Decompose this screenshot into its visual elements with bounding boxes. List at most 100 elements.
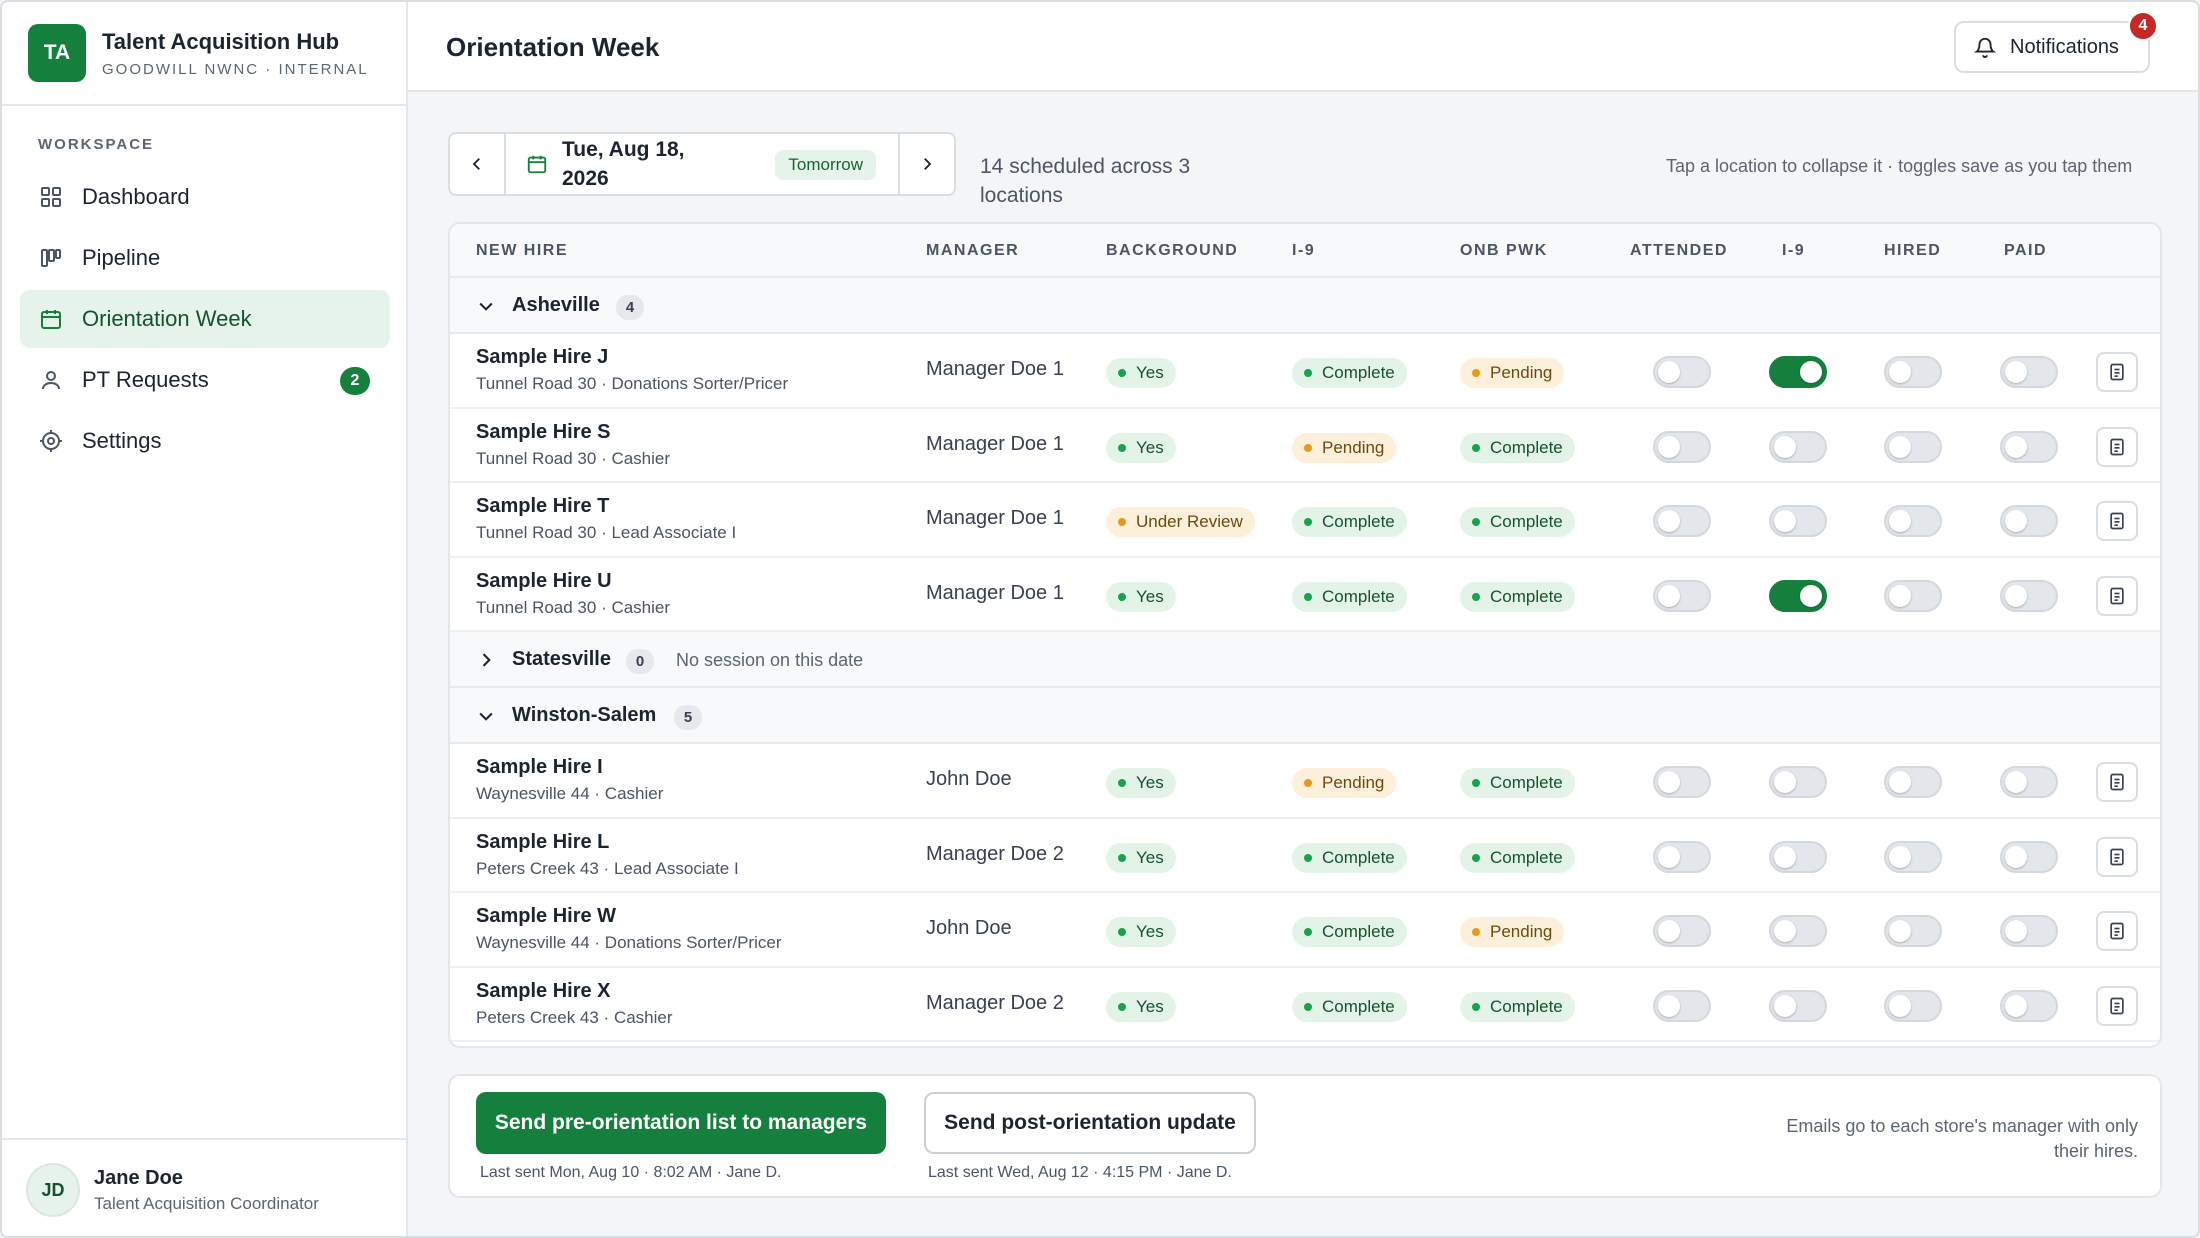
onb-paperwork-status-pill: Complete: [1460, 581, 1575, 612]
attended-toggle[interactable]: [1653, 579, 1711, 612]
column-header-manager: MANAGER: [926, 242, 1020, 259]
i9-done-toggle[interactable]: [1769, 505, 1827, 537]
post-orientation-last-sent: Last sent Wed, Aug 12 · 4:15 PM · Jane D…: [928, 1164, 1232, 1181]
i9-done-toggle[interactable]: [1769, 766, 1827, 798]
i9-done-toggle[interactable]: [1769, 430, 1827, 463]
group-toggle[interactable]: [476, 706, 496, 726]
notifications-button[interactable]: Notifications 4: [1954, 11, 2158, 73]
status-text: Complete: [1322, 363, 1395, 382]
attended-toggle[interactable]: [1653, 505, 1711, 537]
hired-toggle[interactable]: [1884, 989, 1942, 1022]
toggle-knob: [1889, 845, 1911, 868]
attended-toggle[interactable]: [1653, 766, 1711, 798]
send-post-orientation-button[interactable]: Send post-orientation update: [924, 1092, 1256, 1154]
toggle-knob: [1658, 771, 1680, 793]
hired-toggle[interactable]: [1884, 505, 1942, 537]
hired-toggle[interactable]: [1884, 579, 1942, 612]
profile-name: Jane Doe: [94, 1166, 183, 1189]
onb-paperwork-status-pill: Complete: [1460, 842, 1575, 873]
hired-toggle[interactable]: [1884, 915, 1942, 947]
paid-toggle[interactable]: [2000, 505, 2058, 537]
view-details-button[interactable]: [2096, 762, 2138, 802]
i9-done-toggle[interactable]: [1769, 579, 1827, 612]
i9-status-pill: Complete: [1292, 581, 1407, 612]
status-dot: [1472, 443, 1480, 452]
column-header-paid: PAID: [2004, 242, 2048, 259]
toggle-knob: [2005, 920, 2027, 942]
hire-name: Sample Hire T: [476, 495, 610, 517]
table-row: Sample Hire U Tunnel Road 30 · Cashier Man…: [450, 558, 2160, 632]
toggle-knob: [1800, 361, 1822, 383]
i9-done-toggle[interactable]: [1769, 915, 1827, 947]
paid-toggle[interactable]: [2000, 840, 2058, 873]
location-group-header[interactable]: Statesville 0 No session on this date: [450, 632, 2160, 688]
status-text: Complete: [1322, 512, 1395, 531]
sidebar-item-pt-requests[interactable]: PT Requests 2: [20, 351, 390, 409]
sidebar-item-settings[interactable]: Settings: [20, 412, 390, 470]
paid-toggle[interactable]: [2000, 356, 2058, 388]
i9-done-toggle[interactable]: [1769, 356, 1827, 388]
view-details-button[interactable]: [2096, 575, 2138, 616]
location-group-header[interactable]: Winston-Salem 5: [450, 688, 2160, 744]
user-profile[interactable]: JD Jane Doe Talent Acquisition Coordinat…: [2, 1138, 406, 1236]
profile-role: Talent Acquisition Coordinator: [94, 1193, 319, 1213]
location-group-header[interactable]: Asheville 4: [450, 278, 2160, 334]
hired-toggle[interactable]: [1884, 430, 1942, 463]
i9-done-toggle[interactable]: [1769, 989, 1827, 1022]
hired-toggle[interactable]: [1884, 356, 1942, 388]
view-details-button[interactable]: [2096, 352, 2138, 392]
paid-toggle[interactable]: [2000, 430, 2058, 463]
background-status-pill: Under Review: [1106, 507, 1255, 537]
status-dot: [1472, 928, 1480, 936]
hired-toggle[interactable]: [1884, 840, 1942, 873]
sidebar-item-orientation-week[interactable]: Orientation Week: [20, 290, 390, 348]
i9-done-toggle[interactable]: [1769, 840, 1827, 873]
group-toggle[interactable]: [476, 650, 496, 670]
date-display[interactable]: Tue, Aug 18, 2026 Tomorrow: [506, 134, 898, 194]
hire-name: Sample Hire W: [476, 905, 617, 927]
hire-name: Sample Hire X: [476, 979, 611, 1002]
table-row: Sample Hire X Peters Creek 43 · Cashier Ma…: [450, 968, 2160, 1042]
view-details-button[interactable]: [2096, 985, 2138, 1026]
attended-toggle[interactable]: [1653, 356, 1711, 388]
status-dot: [1118, 853, 1126, 862]
next-date-button[interactable]: [898, 134, 954, 194]
view-details-button[interactable]: [2096, 836, 2138, 877]
notifications-label: Notifications: [2010, 35, 2119, 58]
hired-toggle[interactable]: [1884, 766, 1942, 798]
attended-toggle[interactable]: [1653, 430, 1711, 463]
paid-toggle[interactable]: [2000, 915, 2058, 947]
sidebar-item-pipeline[interactable]: Pipeline: [20, 229, 390, 287]
paid-toggle[interactable]: [2000, 989, 2058, 1022]
send-pre-orientation-button[interactable]: Send pre-orientation list to managers: [476, 1092, 886, 1154]
previous-date-button[interactable]: [450, 134, 506, 194]
paid-toggle[interactable]: [2000, 579, 2058, 612]
view-details-button[interactable]: [2096, 911, 2138, 951]
date-navigator: Tue, Aug 18, 2026 Tomorrow: [448, 132, 956, 196]
view-details-button[interactable]: [2096, 426, 2138, 467]
background-status-pill: Yes: [1106, 842, 1176, 873]
hire-detail: Tunnel Road 30 · Lead Associate I: [476, 523, 737, 542]
email-note: Emails go to each store's manager with o…: [1786, 1116, 2138, 1161]
paid-toggle[interactable]: [2000, 766, 2058, 798]
chevron-down-icon: [479, 712, 493, 721]
view-details-button[interactable]: [2096, 501, 2138, 541]
manager-name: Manager Doe 1: [926, 581, 1064, 604]
location-count-badge: 4: [616, 295, 644, 320]
toggle-knob: [1889, 920, 1911, 942]
status-text: Complete: [1322, 847, 1395, 867]
toggle-knob: [2005, 361, 2027, 383]
status-dot: [1472, 369, 1480, 377]
group-toggle[interactable]: [476, 296, 496, 316]
table-row: Sample Hire T Tunnel Road 30 · Lead Assoc…: [450, 483, 2160, 558]
document-icon: [2110, 438, 2124, 455]
onb-paperwork-status-pill: Complete: [1460, 991, 1575, 1022]
attended-toggle[interactable]: [1653, 915, 1711, 947]
attended-toggle[interactable]: [1653, 989, 1711, 1022]
usage-hint: Tap a location to collapse it · toggles …: [1666, 156, 2133, 176]
sidebar-item-dashboard[interactable]: Dashboard: [20, 168, 390, 226]
toggle-knob: [1658, 584, 1680, 607]
manager-name: Manager Doe 2: [926, 991, 1064, 1014]
hire-detail: Tunnel Road 30 · Cashier: [476, 597, 671, 617]
attended-toggle[interactable]: [1653, 840, 1711, 873]
